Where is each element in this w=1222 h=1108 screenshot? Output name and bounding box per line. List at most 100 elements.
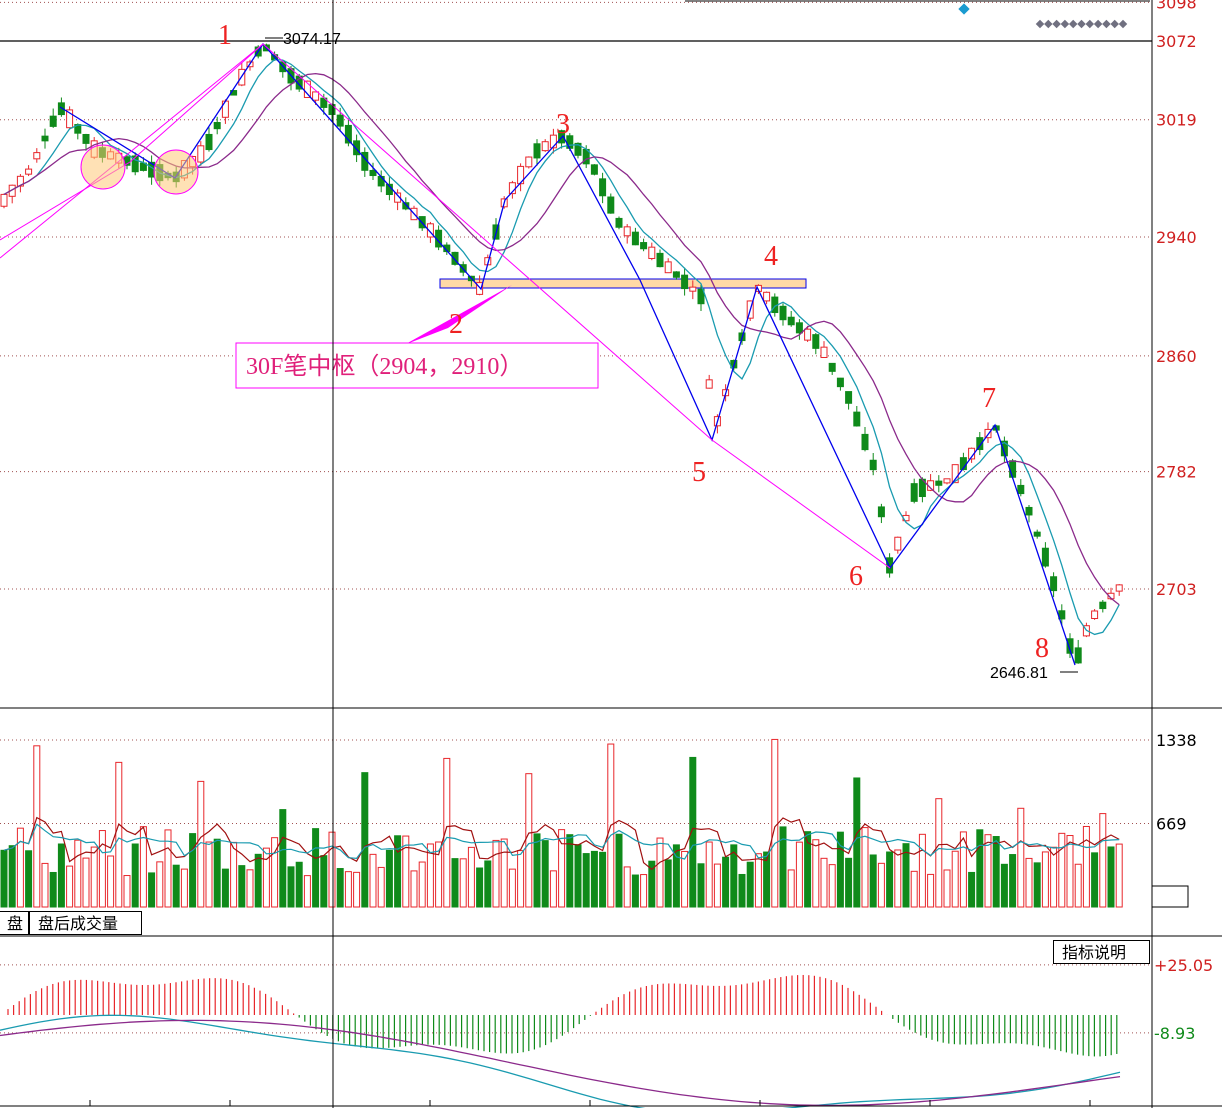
volume-bar [262,847,270,908]
tab-after-hours-volume[interactable]: 盘后成交量 [29,911,142,935]
volume-bar [492,839,500,908]
volume-bar [508,868,516,908]
stroke-line [59,42,1076,666]
candle [57,102,65,116]
volume-bar [320,855,328,908]
candle [549,134,557,149]
stroke-point-label: 5 [692,457,706,488]
macd-dif-line [0,1014,1121,1108]
candle [656,252,664,268]
tab-intraday[interactable]: 盘 [0,911,29,935]
stroke-point-label: 4 [764,241,778,272]
volume-bar [131,843,139,908]
volume-bar [353,871,361,908]
candle [836,377,844,388]
volume-bar [377,866,385,908]
volume-bar [959,831,967,908]
volume-bar [459,858,467,908]
volume-bar [156,861,164,908]
volume-bar [1041,851,1049,908]
candle [787,316,795,326]
volume-bar [213,838,221,908]
volume-bar [385,849,393,908]
volume-bar [968,871,976,908]
signal-marker [1052,19,1061,29]
volume-bar [713,863,721,908]
volume-bar [1066,835,1074,908]
candle [894,536,902,551]
signal-marker [1118,19,1128,29]
indicator-info-button[interactable]: 指标说明 [1053,940,1150,964]
volume-bar [722,856,730,908]
candle [672,271,680,278]
volume-bar [525,773,533,908]
signal-marker [1110,19,1119,29]
macd-tick-label: -8.93 [1154,1024,1195,1043]
candle [590,164,598,175]
candle [845,391,853,404]
price-tick-label: 2860 [1156,347,1197,366]
volume-bar [902,843,910,908]
volume-bar [845,857,853,908]
candle [1066,638,1074,654]
volume-bar [115,761,123,908]
volume-bar [107,855,115,908]
volume-bar [287,866,295,908]
volume-bar [820,857,828,908]
candle [0,193,8,207]
volume-bar [90,846,98,908]
volume-bar [549,870,557,908]
candle [705,379,713,389]
volume-bar [943,869,951,908]
volume-bar [484,860,492,908]
signal-marker [1044,19,1053,29]
price-tick-label: 2782 [1156,463,1197,482]
signal-marker [1035,19,1045,29]
highlight-circle [80,144,126,190]
stroke-point-label: 2 [449,309,463,340]
volume-bar [303,875,311,908]
candle [16,175,24,187]
volume-bar [328,831,336,908]
volume-bar [57,843,65,908]
candle [369,169,377,177]
candle [25,168,33,175]
volume-bar [992,836,1000,908]
volume-bar [935,798,943,908]
candle [623,226,631,237]
volume-bar [763,851,771,908]
volume-bar [918,833,926,908]
signal-marker [1068,19,1078,29]
candle [1041,547,1049,567]
volume-tick-label: 669 [1156,815,1187,834]
highlight-circle [153,149,199,195]
candle [599,178,607,197]
volume-bar [681,850,689,908]
candle [131,155,139,173]
candle [213,122,221,130]
stroke-point-label: 8 [1035,633,1049,664]
candle [1091,610,1099,619]
volume-bar [205,841,213,908]
volume-bar [1099,813,1107,908]
volume-bar [738,873,746,908]
candle [869,459,877,471]
signal-marker [1093,19,1103,29]
volume-bar [435,841,443,908]
volume-bar [828,864,836,908]
candle [303,80,311,98]
candle [1025,506,1033,516]
volume-bar [238,865,246,908]
candle [812,334,820,349]
candle [607,196,615,214]
volume-bar [418,861,426,908]
volume-bar [451,858,459,908]
volume-bar [49,871,57,908]
candle [336,114,344,127]
volume-bar [656,837,664,908]
volume-bar [590,850,598,908]
volume-bar [746,861,754,908]
volume-bar [730,844,738,908]
volume-bar [812,839,820,908]
